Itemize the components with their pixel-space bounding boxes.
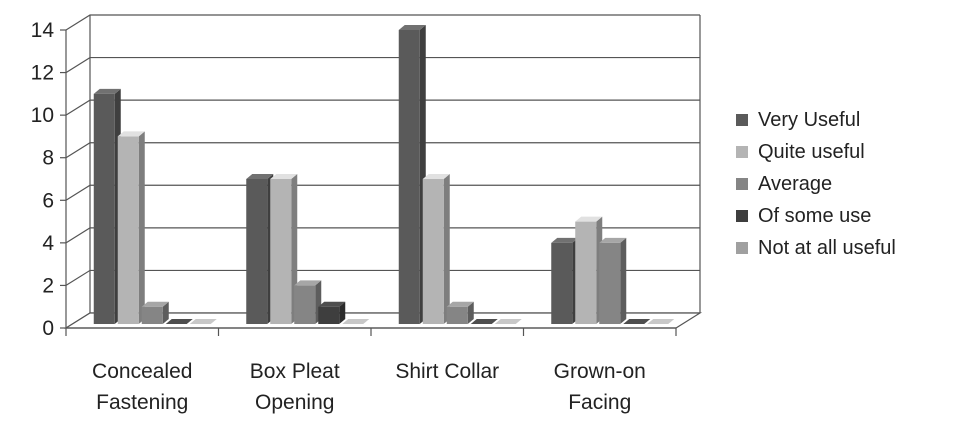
bar-average — [141, 301, 169, 324]
bar-very-useful — [93, 88, 121, 324]
bar-top — [342, 319, 370, 324]
bar-front — [141, 306, 163, 324]
bar-front — [575, 221, 597, 324]
bar-top — [647, 319, 675, 324]
bar-front — [270, 179, 292, 324]
x-tick-label-line: Opening — [255, 391, 334, 414]
bar-front — [294, 285, 316, 324]
bar-top — [318, 301, 346, 307]
x-tick-label-line: Concealed — [92, 360, 192, 383]
bar-front — [246, 179, 268, 324]
bar-top — [494, 319, 522, 324]
y-tick-label: 0 — [42, 317, 54, 340]
legend-label: Average — [758, 172, 833, 195]
legend-label: Quite useful — [758, 140, 865, 163]
bar-average — [294, 280, 322, 324]
y-tick-label: 12 — [31, 62, 54, 85]
bars — [93, 25, 675, 324]
back-wall — [90, 15, 700, 313]
x-tick-label: Shirt Collar — [395, 360, 499, 383]
bar-top — [189, 319, 217, 324]
bar-of-some-use — [318, 301, 346, 324]
y-tick-label: 14 — [31, 19, 55, 42]
bar-side — [339, 301, 346, 324]
y-tick-label: 4 — [42, 232, 54, 255]
y-tick-label: 2 — [42, 274, 54, 297]
x-tick-label-line: Fastening — [96, 391, 188, 414]
bar-top — [93, 88, 121, 94]
y-tick-label: 8 — [42, 147, 54, 170]
x-tick-label-line: Shirt Collar — [395, 360, 499, 383]
bar-average — [446, 301, 474, 324]
bar-front — [398, 30, 420, 324]
bar-top — [117, 131, 145, 137]
bar-top — [551, 237, 579, 243]
bar-top — [422, 174, 450, 179]
bar-front — [446, 306, 468, 324]
bar-side — [620, 237, 627, 324]
bar-not-at-all-useful — [342, 319, 370, 324]
bar-quite-useful — [422, 174, 450, 324]
legend-swatch — [736, 146, 748, 158]
bar-very-useful — [398, 25, 426, 324]
bar-top — [165, 319, 193, 324]
legend-label: Not at all useful — [758, 236, 896, 259]
x-tick-label: Concealed Fastening — [92, 360, 192, 414]
legend-item: Very Useful — [736, 104, 951, 136]
bar-front — [422, 179, 444, 324]
bar-front — [318, 306, 340, 324]
bar-top — [270, 174, 298, 179]
bar-side — [443, 174, 450, 324]
bar-side — [138, 131, 145, 324]
x-tick-label: Grown-on Facing — [554, 360, 646, 414]
bar-top — [141, 301, 169, 307]
bar-quite-useful — [575, 216, 603, 324]
x-tick-label-line: Facing — [568, 391, 631, 414]
legend-item: Not at all useful — [736, 232, 951, 264]
legend-swatch — [736, 114, 748, 126]
bar-top — [294, 280, 322, 286]
bar-not-at-all-useful — [189, 319, 217, 324]
bar-front — [599, 242, 621, 324]
legend-swatch — [736, 178, 748, 190]
bar-of-some-use — [623, 319, 651, 324]
bar-very-useful — [551, 237, 579, 324]
bar-top — [398, 25, 426, 30]
bar-quite-useful — [270, 174, 298, 324]
bar-not-at-all-useful — [647, 319, 675, 324]
bar-front — [551, 242, 573, 324]
bar-top — [623, 319, 651, 324]
legend-swatch — [736, 210, 748, 222]
bar-side — [467, 301, 474, 324]
bar-front — [117, 136, 139, 324]
bar-very-useful — [246, 174, 274, 324]
bar-average — [599, 237, 627, 324]
x-tick-label: Box Pleat Opening — [250, 360, 340, 414]
bar-top — [246, 174, 274, 179]
y-tick-label: 10 — [31, 104, 54, 127]
bar-of-some-use — [165, 319, 193, 324]
chart-legend: Very Useful Quite useful Average Of some us… — [736, 104, 951, 264]
bar-not-at-all-useful — [494, 319, 522, 324]
bar-top — [599, 237, 627, 243]
gridlines — [60, 14, 703, 336]
legend-item: Quite useful — [736, 136, 951, 168]
bar-top — [575, 216, 603, 222]
bar-top — [470, 319, 498, 324]
x-tick-label-line: Box Pleat — [250, 360, 340, 383]
legend-label: Of some use — [758, 204, 872, 227]
x-tick-label-line: Grown-on — [554, 360, 646, 383]
bar-side — [162, 301, 169, 324]
legend-item: Average — [736, 168, 951, 200]
legend-label: Very Useful — [758, 108, 861, 131]
bar-of-some-use — [470, 319, 498, 324]
bar-top — [446, 301, 474, 307]
bar-quite-useful — [117, 131, 145, 324]
bar-front — [93, 93, 115, 324]
y-tick-label: 6 — [42, 189, 54, 212]
legend-item: Of some use — [736, 200, 951, 232]
legend-swatch — [736, 242, 748, 254]
